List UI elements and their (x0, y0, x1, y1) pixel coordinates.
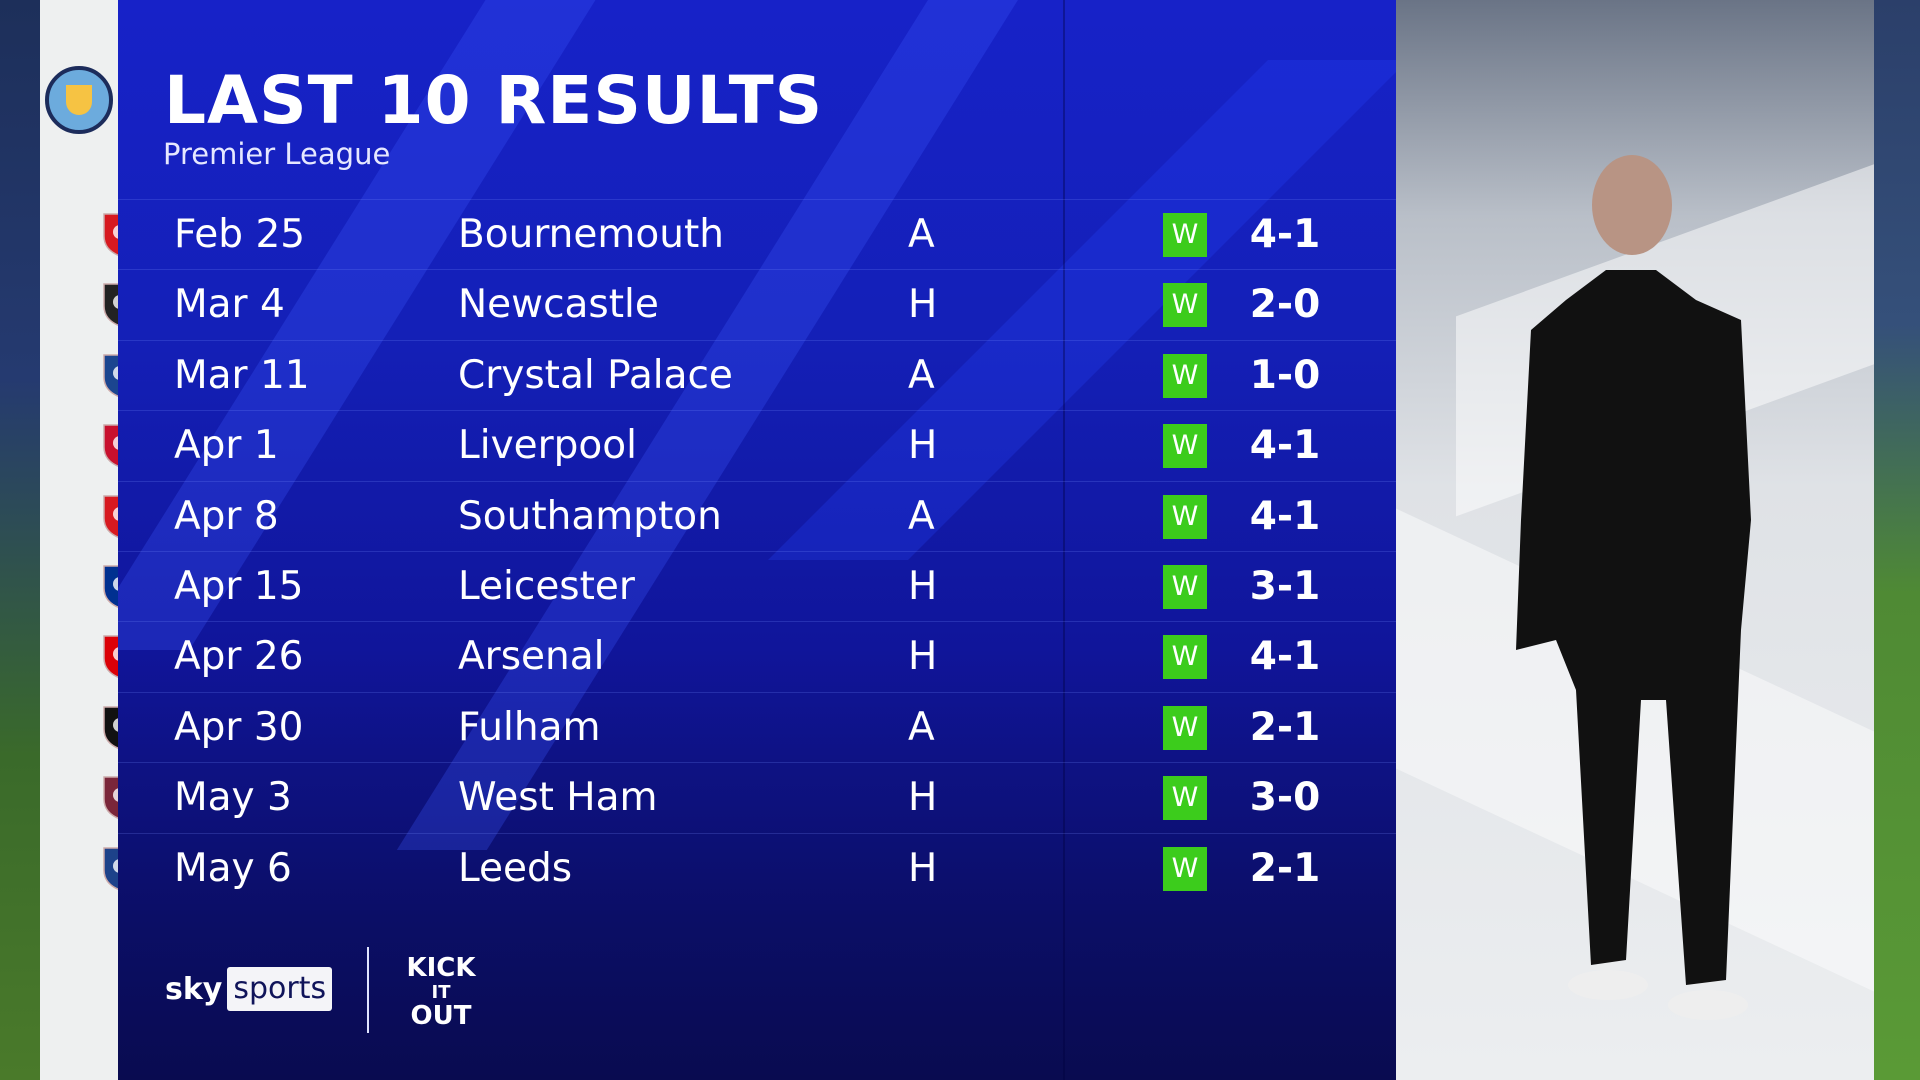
sports-text: sports (227, 967, 333, 1011)
venue: A (908, 493, 935, 539)
match-date: May 3 (174, 775, 292, 821)
result-badge: W (1163, 213, 1207, 257)
stadium-background-left (0, 0, 40, 1080)
sky-text: sky (165, 971, 223, 1007)
result-row: May 3 West Ham H W 3-0 (118, 762, 1396, 833)
opponent-name: Arsenal (458, 634, 605, 680)
svg-text:OUT: OUT (411, 1001, 472, 1031)
club-badge-strip (40, 0, 137, 1080)
venue: H (908, 564, 938, 609)
result-row: Feb 25 Bournemouth A W 4-1 (118, 199, 1396, 270)
result-badge: W (1163, 635, 1207, 680)
stadium-background-right (1874, 0, 1920, 1080)
venue: A (908, 212, 935, 257)
result-row: Apr 30 Fulham A W 2-1 (118, 691, 1396, 763)
result-badge: W (1163, 705, 1207, 750)
match-date: Apr 15 (174, 564, 304, 609)
venue: A (908, 352, 935, 398)
match-date: Feb 25 (174, 212, 306, 257)
result-row: Apr 1 Liverpool H W 4-1 (118, 410, 1396, 481)
result-badge: W (1163, 353, 1207, 398)
result-row: Apr 8 Southampton A W 4-1 (118, 480, 1396, 552)
result-badge: W (1163, 846, 1207, 891)
opponent-name: Fulham (458, 704, 601, 750)
result-row: May 6 Leeds H W 2-1 (118, 832, 1396, 904)
result-badge: W (1163, 283, 1207, 328)
result-row: Apr 26 Arsenal H W 4-1 (118, 621, 1396, 692)
venue: A (908, 704, 935, 750)
opponent-name: Bournemouth (458, 212, 724, 257)
match-date: Apr 8 (174, 493, 279, 539)
opponent-name: Leicester (458, 564, 635, 609)
result-row: Mar 4 Newcastle H W 2-0 (118, 269, 1396, 340)
result-badge: W (1163, 776, 1207, 821)
panel-divider (1063, 0, 1065, 1080)
score: 4-1 (1249, 493, 1321, 539)
score: 4-1 (1249, 423, 1321, 469)
sky-sports-logo: sky sports (165, 967, 333, 1011)
result-badge: W (1163, 565, 1207, 609)
match-date: Apr 26 (174, 634, 304, 680)
opponent-name: Liverpool (458, 423, 637, 469)
score: 3-0 (1249, 775, 1321, 821)
kick-it-out-logo: KICK IT OUT (398, 946, 484, 1032)
svg-text:KICK: KICK (406, 953, 476, 983)
opponent-name: Southampton (458, 493, 722, 539)
competition-subtitle: Premier League (163, 137, 391, 171)
opponent-name: Leeds (458, 845, 573, 891)
score: 4-1 (1249, 212, 1321, 257)
logo-divider (367, 947, 369, 1033)
match-date: May 6 (174, 845, 292, 891)
match-date: Apr 30 (174, 704, 304, 750)
score: 2-0 (1249, 282, 1321, 328)
score: 3-1 (1249, 564, 1321, 609)
result-row: Apr 15 Leicester H W 3-1 (118, 551, 1396, 622)
score: 1-0 (1249, 352, 1321, 398)
venue: H (908, 423, 938, 469)
opponent-name: West Ham (458, 775, 658, 821)
score: 4-1 (1249, 634, 1321, 680)
manager-photo (1396, 0, 1874, 1080)
score: 2-1 (1249, 704, 1321, 750)
svg-text:IT: IT (432, 982, 452, 1003)
result-badge: W (1163, 424, 1207, 469)
opponent-name: Newcastle (458, 282, 659, 328)
page-title: LAST 10 RESULTS (164, 62, 824, 139)
venue: H (908, 845, 938, 891)
match-date: Mar 11 (174, 352, 310, 398)
results-panel: LAST 10 RESULTS Premier League Feb 25 Bou… (118, 0, 1396, 1080)
result-badge: W (1163, 494, 1207, 539)
venue: H (908, 282, 938, 328)
venue: H (908, 634, 938, 680)
manchester-city-crest-icon (45, 66, 113, 134)
match-date: Mar 4 (174, 282, 285, 328)
match-date: Apr 1 (174, 423, 279, 469)
score: 2-1 (1249, 845, 1321, 891)
opponent-name: Crystal Palace (458, 352, 733, 398)
venue: H (908, 775, 938, 821)
result-row: Mar 11 Crystal Palace A W 1-0 (118, 339, 1396, 411)
